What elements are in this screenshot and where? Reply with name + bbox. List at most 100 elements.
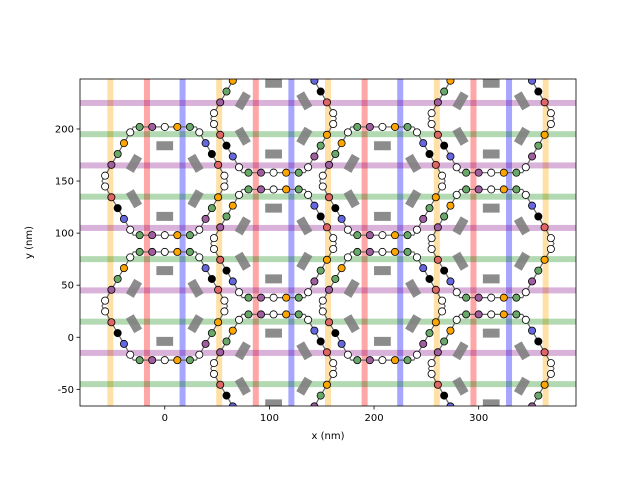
node-point [521, 315, 530, 324]
node-point [270, 61, 277, 68]
node-point [135, 122, 144, 131]
node-point [269, 185, 278, 194]
pad-segment [125, 278, 143, 298]
node-point [310, 201, 319, 210]
node-point [282, 293, 291, 302]
node-point [440, 87, 449, 96]
node-point [235, 288, 244, 297]
node-point [294, 293, 303, 302]
node-point [294, 185, 303, 194]
node-point [440, 337, 449, 346]
node-point [337, 139, 346, 148]
node-point [427, 359, 436, 368]
node-point [331, 150, 340, 159]
node-point [540, 223, 549, 232]
node-point [534, 87, 543, 96]
node-point [119, 264, 128, 273]
pad-segment [452, 341, 469, 361]
pad-segment [343, 153, 360, 173]
node-point [148, 356, 157, 365]
node-point [101, 171, 110, 180]
node-point [220, 296, 229, 305]
node-point [365, 122, 374, 131]
node-point [337, 214, 346, 223]
node-point [195, 128, 204, 137]
node-point [546, 119, 555, 128]
node-point [325, 285, 334, 294]
pad-segment [452, 216, 469, 236]
x-tick-label: 0 [162, 413, 168, 424]
node-point [119, 214, 128, 223]
node-point [540, 98, 549, 107]
pad-segment [513, 126, 531, 146]
node-point [235, 315, 244, 324]
node-point [521, 190, 530, 199]
node-point [305, 414, 312, 421]
node-point [126, 225, 135, 234]
node-point [185, 356, 194, 365]
node-point [269, 168, 278, 177]
node-point [214, 285, 223, 294]
node-point [446, 152, 455, 161]
y-tick-label: 100 [55, 229, 74, 240]
node-point [378, 247, 387, 256]
node-point [283, 419, 290, 426]
node-point [304, 190, 313, 199]
pad-segment [452, 251, 469, 271]
node-point [512, 310, 521, 319]
node-point [195, 350, 204, 359]
node-point [235, 66, 242, 73]
node-point [113, 204, 122, 213]
vertical-band [252, 79, 259, 406]
node-point [499, 293, 508, 302]
pad-segment [234, 376, 251, 396]
node-point [316, 391, 325, 400]
node-point [216, 348, 225, 357]
node-point [500, 61, 507, 68]
node-point [209, 234, 218, 243]
pad-segment [452, 126, 469, 146]
node-point [433, 255, 442, 264]
node-point [269, 293, 278, 302]
node-point [294, 168, 303, 177]
pad-segment [513, 376, 531, 396]
node-point [540, 380, 549, 389]
node-point [220, 182, 229, 191]
pad-segment [405, 314, 422, 334]
node-point [245, 61, 252, 68]
node-point [228, 201, 237, 210]
node-point [438, 182, 447, 191]
node-point [214, 193, 223, 202]
node-point [353, 247, 362, 256]
x-axis-label: x (nm) [312, 431, 345, 442]
pad-segment [343, 278, 360, 298]
node-point [148, 122, 157, 131]
node-point [427, 369, 436, 378]
node-point [222, 391, 231, 400]
node-point [310, 277, 319, 286]
pad-segment [125, 153, 143, 173]
node-point [228, 79, 237, 85]
pad-segment [234, 126, 251, 146]
y-tick-label: 0 [68, 333, 74, 344]
node-point [427, 244, 436, 253]
y-tick-label: 150 [55, 177, 74, 188]
node-point [390, 247, 399, 256]
node-point [318, 296, 327, 305]
vertical-band [107, 79, 114, 406]
hexagon-edge [101, 251, 229, 361]
node-point [304, 315, 313, 324]
node-point [160, 231, 169, 240]
node-point [546, 359, 555, 368]
hexagon-edge [210, 313, 338, 406]
node-point [440, 266, 449, 275]
node-point [322, 348, 331, 357]
node-point [220, 171, 229, 180]
node-point [462, 310, 471, 319]
node-point [487, 310, 496, 319]
node-point [173, 247, 182, 256]
plot-area [80, 61, 576, 426]
node-point [453, 66, 460, 73]
x-axis-ticks: 0 100 200 300 [162, 406, 488, 424]
